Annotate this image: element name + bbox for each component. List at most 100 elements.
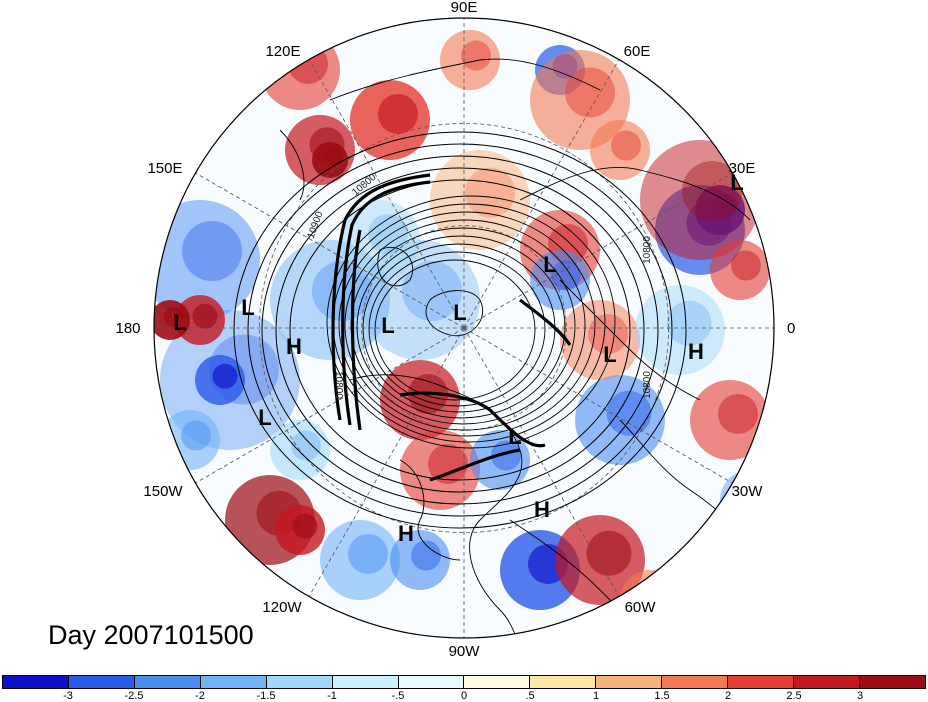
height-contour	[233, 131, 687, 529]
longitude-label: 120E	[265, 43, 300, 60]
high-pressure-marker: H	[534, 497, 550, 522]
height-contour	[356, 235, 566, 419]
longitude-label: 60W	[625, 599, 657, 616]
colorbar-tick-label: -2	[195, 690, 205, 702]
anomaly-core	[378, 94, 418, 134]
height-contour-thick	[519, 298, 572, 346]
coastline	[399, 459, 461, 561]
colorbar	[2, 675, 926, 689]
low-pressure-marker: L	[381, 313, 394, 338]
colorbar-swatch	[266, 676, 333, 688]
polar-map: 90E 60E 30E 0 30W 60W 90W 120W 150W 180 150E 120E 1…	[115, 0, 795, 660]
anomaly-core	[491, 440, 521, 471]
longitude-label: 30E	[729, 160, 756, 177]
longitude-label: 30W	[732, 483, 764, 500]
height-contour-thick	[429, 448, 521, 482]
colorbar-tick-label: 0	[460, 690, 468, 702]
anomaly-core	[164, 307, 184, 327]
colorbar-swatch	[398, 676, 465, 688]
colorbar-swatch	[728, 676, 795, 688]
anomaly-core	[586, 530, 632, 576]
colorbar-swatch	[596, 676, 663, 688]
longitude-label: 120W	[262, 599, 302, 616]
height-contour	[275, 167, 645, 493]
contour-label: 10800	[642, 371, 653, 399]
longitude-label: 90E	[451, 0, 478, 16]
height-contour-thick	[399, 391, 546, 448]
anomaly-core	[411, 540, 441, 571]
colorbar-ticks: -3 -2.5 -2 -1.5 -1 -.5 0 .5 1 1.5 2 2.5 3	[0, 690, 928, 702]
height-contour	[350, 227, 576, 425]
colorbar-tick-label: -1.5	[256, 690, 276, 702]
longitude-label: 0	[787, 320, 795, 337]
height-contour-thick	[350, 229, 362, 431]
low-pressure-marker: L	[453, 300, 466, 325]
colorbar-swatch	[3, 676, 69, 688]
longitude-label: 180	[115, 320, 140, 337]
colorbar-swatch	[68, 676, 135, 688]
coastline	[279, 129, 305, 201]
meridian-line	[463, 172, 733, 329]
anomaly-patch	[440, 30, 500, 90]
anomaly-patch	[640, 140, 760, 260]
height-contour	[261, 155, 659, 505]
colorbar-swatch	[200, 676, 267, 688]
anomaly-core	[718, 394, 758, 434]
anomaly-core	[461, 40, 491, 71]
anomaly-patch	[560, 300, 640, 380]
low-pressure-marker: L	[258, 405, 271, 430]
anomaly-field	[154, 18, 774, 638]
height-contour	[289, 179, 631, 481]
anomaly-patch	[690, 380, 770, 460]
colorbar-swatch	[464, 676, 531, 688]
anomaly-patch	[430, 150, 530, 250]
height-contour	[332, 203, 606, 443]
colorbar-tick-label: .5	[525, 690, 535, 702]
meridian-line	[463, 327, 733, 484]
meridian-line	[463, 59, 620, 329]
meridian-line	[463, 327, 620, 597]
low-pressure-marker: L	[603, 342, 616, 367]
colorbar-swatch	[662, 676, 729, 688]
longitude-label: 90W	[449, 643, 481, 660]
height-contour	[338, 211, 596, 437]
high-pressure-marker: H	[286, 334, 302, 359]
latitude-circle	[361, 225, 567, 431]
anomaly-core	[731, 250, 761, 281]
anomaly-core	[551, 260, 581, 291]
coastline	[519, 166, 751, 221]
high-pressure-marker: H	[398, 521, 414, 546]
anomaly-core	[182, 221, 242, 281]
anomaly-patch	[710, 240, 770, 300]
longitude-label: 150E	[147, 160, 182, 177]
colorbar-tick-label: 2.5	[786, 690, 802, 702]
contour-label: 10800	[333, 371, 344, 399]
colorbar-swatch	[530, 676, 597, 688]
colorbar-swatch	[134, 676, 201, 688]
anomaly-core	[192, 303, 218, 329]
anomaly-patch	[320, 520, 400, 600]
height-contour-thick	[331, 173, 431, 421]
longitude-label: 60E	[624, 43, 651, 60]
high-pressure-marker: H	[688, 339, 704, 364]
colorbar-tick-label: -.5	[391, 690, 405, 702]
anomaly-core	[292, 513, 318, 539]
height-contour-thick	[341, 180, 431, 426]
anomaly-core	[312, 261, 372, 321]
colorbar-tick-label: 3	[856, 690, 864, 702]
colorbar-swatch	[794, 676, 860, 688]
anomaly-core	[666, 300, 712, 346]
colorbar-tick-label: 1.5	[654, 690, 670, 702]
anomaly-core	[368, 214, 408, 254]
anomaly-patch	[720, 470, 774, 530]
anomaly-core	[291, 430, 321, 461]
colorbar-tick-label: 1	[592, 690, 600, 702]
anomaly-core	[565, 67, 615, 118]
date-label: Day 2007101500	[48, 620, 254, 650]
anomaly-core	[402, 261, 462, 321]
height-contour	[326, 195, 616, 449]
colorbar-tick-label: -1	[327, 690, 337, 702]
meridian-line	[308, 327, 465, 597]
height-contour	[362, 243, 556, 413]
low-pressure-marker: L	[543, 252, 556, 277]
